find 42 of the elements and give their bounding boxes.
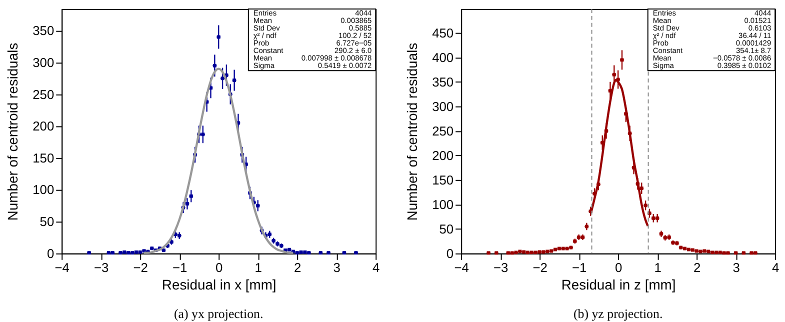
y-tick-label: 300 bbox=[32, 54, 54, 70]
x-tick-label: −1 bbox=[572, 260, 587, 275]
x-tick-label: 3 bbox=[732, 260, 740, 275]
y-tick-label: 50 bbox=[439, 221, 454, 236]
x-tick-label: 1 bbox=[654, 260, 662, 275]
y-tick-label: 150 bbox=[432, 172, 454, 188]
y-tick-label: 350 bbox=[432, 74, 454, 90]
y-tick-label: 250 bbox=[32, 86, 54, 102]
x-axis-title: Residual in z [mm] bbox=[561, 276, 676, 293]
y-tick-label: 50 bbox=[40, 214, 54, 230]
x-tick-label: 2 bbox=[693, 260, 701, 275]
x-axis-title: Residual in x [mm] bbox=[162, 276, 276, 293]
y-axis-title: Number of centroid residuals bbox=[4, 42, 21, 221]
y-tick-label: 100 bbox=[432, 196, 454, 212]
x-tick-label: −3 bbox=[94, 260, 109, 275]
x-tick-label: −1 bbox=[172, 260, 188, 275]
x-tick-label: −4 bbox=[454, 260, 469, 275]
y-tick-label: 200 bbox=[32, 118, 54, 134]
y-tick-label: 200 bbox=[432, 148, 454, 163]
y-axis-title: Number of centroid residuals bbox=[404, 42, 420, 221]
y-tick-label: 350 bbox=[32, 23, 54, 38]
x-tick-label: −2 bbox=[133, 260, 148, 275]
y-tick-label: 0 bbox=[46, 246, 54, 261]
y-tick-label: 150 bbox=[32, 150, 54, 166]
y-tick-label: 400 bbox=[432, 50, 454, 65]
y-tick-label: 450 bbox=[432, 25, 454, 40]
text: (b) yz projection. bbox=[573, 306, 663, 322]
y-tick-label: 250 bbox=[432, 123, 454, 138]
text: (a) yx projection. bbox=[174, 306, 264, 322]
x-tick-label: 2 bbox=[294, 260, 302, 275]
x-tick-label: −2 bbox=[532, 260, 548, 275]
x-tick-label: 4 bbox=[372, 260, 380, 275]
x-tick-label: −3 bbox=[493, 260, 508, 275]
x-tick-label: 3 bbox=[333, 260, 340, 275]
x-tick-label: 4 bbox=[772, 260, 780, 275]
y-tick-label: 300 bbox=[432, 98, 454, 114]
x-tick-label: 1 bbox=[254, 260, 262, 275]
x-tick-label: −4 bbox=[54, 260, 70, 275]
x-tick-label: 0 bbox=[216, 260, 223, 275]
x-tick-label: 0 bbox=[614, 260, 622, 275]
y-tick-label: 100 bbox=[32, 182, 54, 198]
y-tick-label: 0 bbox=[446, 246, 454, 261]
